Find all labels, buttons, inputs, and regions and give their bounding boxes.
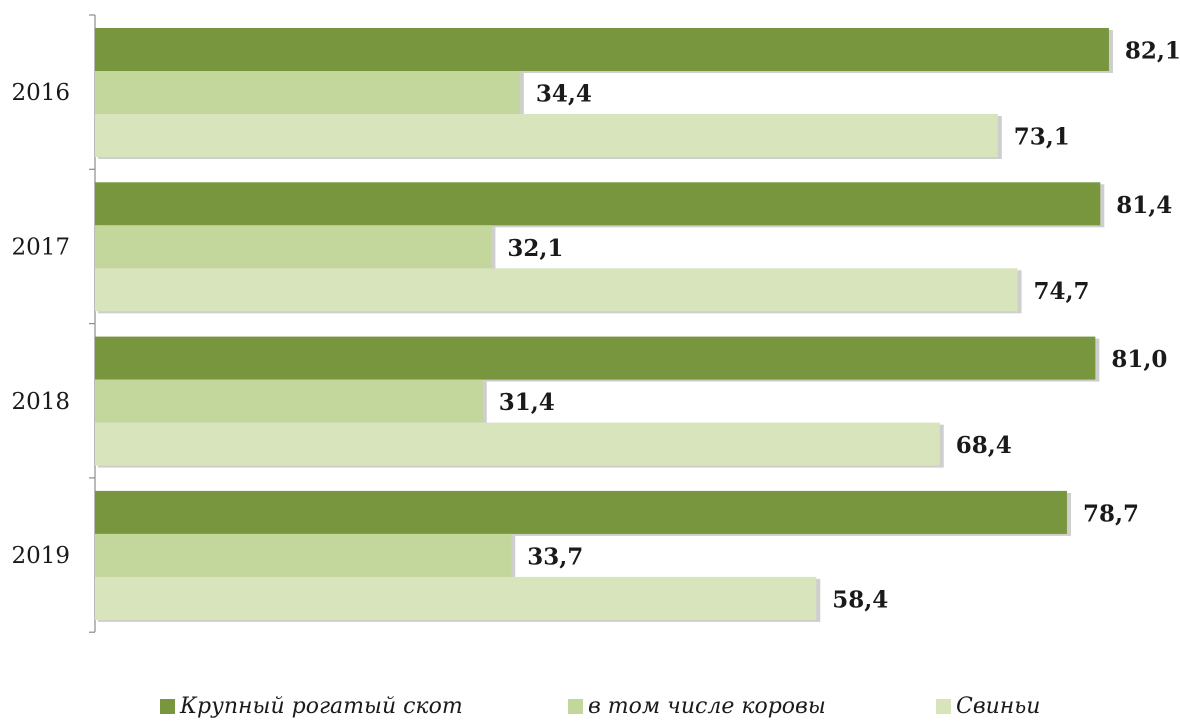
data-label-cows-2016: 34,4 (536, 81, 592, 108)
category-label-2019: 2019 (11, 543, 70, 569)
category-label-2016: 2016 (11, 80, 70, 106)
bar-cattle-2019 (95, 490, 1067, 534)
legend: Крупный рогатый скот в том числе коровы … (0, 694, 1180, 724)
bar-cows-2017 (95, 225, 492, 269)
legend-item-cattle: Крупный рогатый скот (160, 694, 463, 719)
data-label-cattle-2019: 78,7 (1083, 500, 1139, 527)
data-label-pigs-2018: 68,4 (956, 432, 1012, 459)
legend-label-pigs: Свиньи (956, 694, 1041, 719)
bar-pigs-2017 (95, 268, 1018, 312)
data-label-pigs-2017: 74,7 (1034, 278, 1090, 305)
legend-swatch-pigs (936, 699, 951, 714)
legend-swatch-cattle (160, 699, 175, 714)
data-label-cows-2018: 31,4 (499, 389, 555, 416)
legend-item-pigs: Свиньи (936, 694, 1040, 719)
bar-chart-svg: 2016 82,1 34,4 73,1 2017 81,4 32,1 74,7 2018 81,0… (11, 14, 1180, 633)
category-label-2017: 2017 (11, 234, 70, 260)
bar-pigs-2019 (95, 576, 817, 620)
data-label-cows-2017: 32,1 (507, 235, 563, 262)
data-label-cattle-2018: 81,0 (1111, 346, 1167, 373)
category-label-2018: 2018 (11, 389, 70, 415)
data-label-pigs-2019: 58,4 (832, 586, 888, 613)
data-label-cattle-2016: 82,1 (1125, 38, 1180, 65)
bar-cattle-2018 (95, 336, 1096, 380)
bar-pigs-2018 (95, 422, 940, 466)
bar-cows-2016 (95, 71, 520, 114)
bar-cattle-2016 (95, 28, 1109, 71)
data-label-cattle-2017: 81,4 (1116, 192, 1172, 219)
legend-item-cows: в том числе коровы (568, 694, 826, 719)
data-label-pigs-2016: 73,1 (1014, 124, 1070, 151)
bar-cows-2018 (95, 379, 483, 423)
legend-label-cattle: Крупный рогатый скот (180, 694, 463, 719)
bar-cows-2019 (95, 533, 512, 577)
data-label-cows-2019: 33,7 (527, 543, 583, 570)
bar-pigs-2016 (95, 114, 998, 157)
legend-swatch-cows (568, 699, 583, 714)
legend-label-cows: в том числе коровы (588, 694, 826, 719)
bar-cattle-2017 (95, 182, 1101, 226)
